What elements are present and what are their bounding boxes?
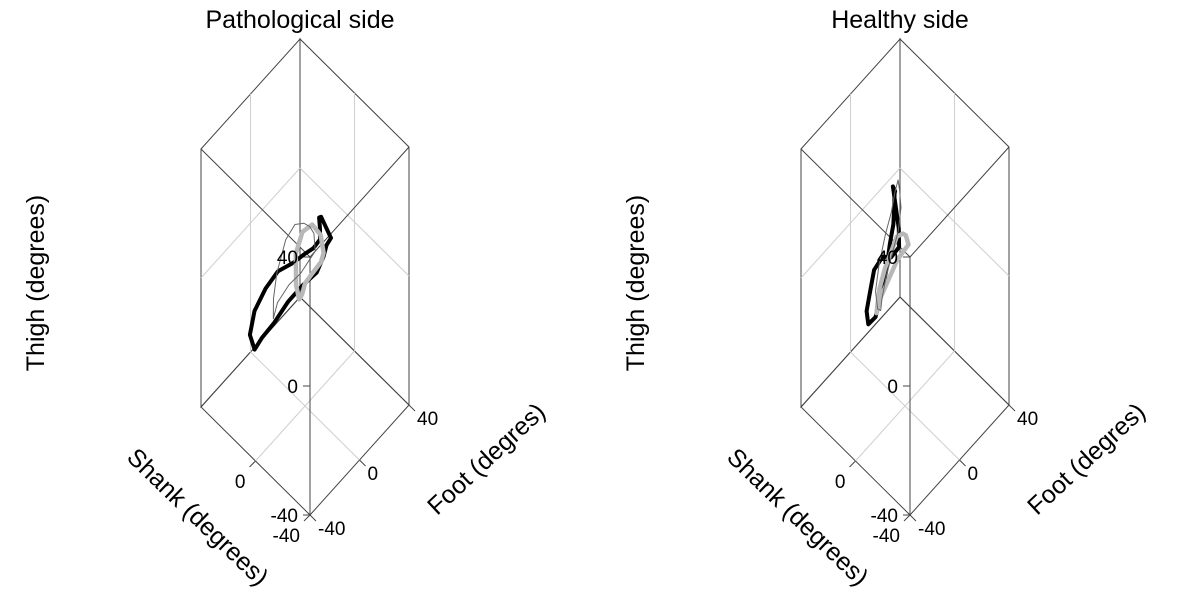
y-axis-label: Foot (degres) bbox=[1022, 398, 1151, 521]
axis-edge-top-right bbox=[309, 146, 410, 258]
floor bbox=[800, 296, 1010, 516]
axis-edge-top-left bbox=[200, 148, 311, 258]
series-line-black bbox=[247, 214, 333, 352]
x-tick-mark bbox=[849, 460, 856, 468]
series-line-black bbox=[864, 184, 902, 327]
y-tick-label: -40 bbox=[318, 519, 345, 540]
z-axis-label: Thigh (degrees) bbox=[622, 195, 650, 371]
x-tick-mark bbox=[249, 460, 256, 468]
x-tick-label: -40 bbox=[873, 526, 900, 547]
y-tick-mark bbox=[408, 404, 416, 412]
chart-panel-pathological: Pathological side -40 0 40 -40 0 -40 0 40 Thigh … bbox=[22, 6, 551, 592]
z-tick-label: -40 bbox=[871, 506, 898, 527]
x-tick-mark bbox=[903, 514, 911, 522]
y-tick-label: -40 bbox=[918, 519, 945, 540]
gridline-y0-floor bbox=[250, 351, 360, 461]
z-tick-label: 0 bbox=[287, 377, 298, 398]
z-tick-label: 0 bbox=[887, 377, 898, 398]
z-tick-label: 40 bbox=[277, 248, 298, 269]
z-axis-label: Thigh (degrees) bbox=[22, 195, 50, 371]
y-tick-label: 40 bbox=[1017, 409, 1038, 430]
z-tick-label: -40 bbox=[271, 506, 298, 527]
y-axis-label: Foot (degres) bbox=[422, 398, 551, 521]
axis-edge-top-right bbox=[909, 146, 1010, 258]
x-tick-mark bbox=[303, 514, 311, 522]
gridline-y0-floor bbox=[850, 351, 960, 461]
series-line-thin bbox=[272, 222, 316, 320]
y-tick-label: 40 bbox=[417, 409, 438, 430]
x-tick-label: -40 bbox=[273, 526, 300, 547]
y-tick-mark bbox=[909, 514, 917, 522]
x-tick-label: 0 bbox=[235, 472, 246, 493]
chart-title: Pathological side bbox=[205, 6, 395, 34]
chart-panel-healthy: Healthy side -40 0 40 -40 0 -40 0 40 Thigh (degr… bbox=[600, 0, 1199, 592]
y-tick-label: 0 bbox=[368, 464, 379, 485]
x-tick-label: 0 bbox=[835, 472, 846, 493]
y-tick-mark bbox=[359, 459, 366, 467]
y-tick-label: 0 bbox=[968, 464, 979, 485]
chart-title: Healthy side bbox=[831, 6, 969, 34]
y-tick-mark bbox=[309, 514, 317, 522]
series-line-gray bbox=[293, 222, 326, 302]
series-line-thin bbox=[875, 179, 902, 311]
z-tick-label: 40 bbox=[877, 248, 898, 269]
y-tick-mark bbox=[1008, 404, 1016, 412]
y-tick-mark bbox=[959, 459, 966, 467]
